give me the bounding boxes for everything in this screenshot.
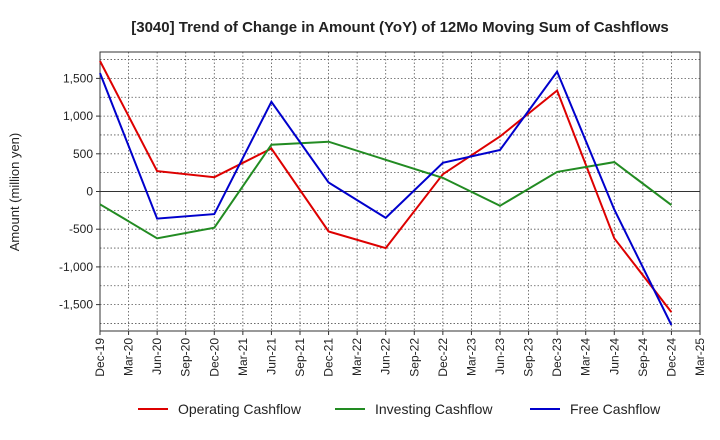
- x-tick-label: Mar-22: [350, 338, 364, 376]
- x-tick-label: Sep-24: [636, 338, 650, 377]
- x-tick-label: Dec-19: [93, 338, 107, 377]
- chart-title: [3040] Trend of Change in Amount (YoY) o…: [131, 19, 669, 36]
- x-tick-label: Dec-24: [664, 338, 678, 377]
- x-tick-label: Dec-23: [550, 338, 564, 377]
- y-tick-label: 1,500: [63, 71, 93, 85]
- plot-area: -1,500 -1,000 -500 0 500 1,000 1,500 Dec-19 Mar-…: [59, 51, 707, 377]
- y-axis-label: Amount (million yen): [7, 133, 22, 252]
- x-tick-label: Mar-24: [579, 338, 593, 376]
- y-tick-label: 0: [86, 185, 93, 199]
- x-tick-label: Mar-23: [464, 338, 478, 376]
- x-tick-label: Dec-21: [322, 338, 336, 377]
- x-tick-label: Jun-24: [607, 338, 621, 375]
- x-tick-label: Mar-25: [693, 338, 707, 376]
- x-tick-label: Dec-20: [207, 338, 221, 377]
- legend-label-investing-cashflow: Investing Cashflow: [375, 401, 493, 417]
- y-tick-label: -1,500: [59, 298, 93, 312]
- x-tick-label: Sep-20: [179, 338, 193, 377]
- x-tick-label: Sep-22: [407, 338, 421, 377]
- x-tick-label: Jun-22: [379, 338, 393, 375]
- x-tick-label: Jun-20: [150, 338, 164, 375]
- x-tick-label: Sep-21: [293, 338, 307, 377]
- legend-label-operating-cashflow: Operating Cashflow: [178, 401, 302, 417]
- x-tick-label: Jun-23: [493, 338, 507, 375]
- x-tick-label: Dec-22: [436, 338, 450, 377]
- legend-label-free-cashflow: Free Cashflow: [570, 401, 661, 417]
- legend: Operating Cashflow Investing Cashflow Free…: [138, 401, 661, 417]
- x-tick-label: Sep-23: [522, 338, 536, 377]
- y-tick-label: 500: [73, 147, 93, 161]
- x-tick-label: Mar-20: [122, 338, 136, 376]
- x-tick-label: Mar-21: [236, 338, 250, 376]
- y-tick-label: 1,000: [63, 109, 93, 123]
- y-tick-label: -1,000: [59, 260, 93, 274]
- series-line-free-cashflow: [99, 69, 673, 326]
- series-line-investing-cashflow: [99, 140, 673, 240]
- series-line-operating-cashflow: [99, 60, 673, 313]
- x-tick-label: Jun-21: [264, 338, 278, 375]
- y-tick-label: -500: [69, 222, 93, 236]
